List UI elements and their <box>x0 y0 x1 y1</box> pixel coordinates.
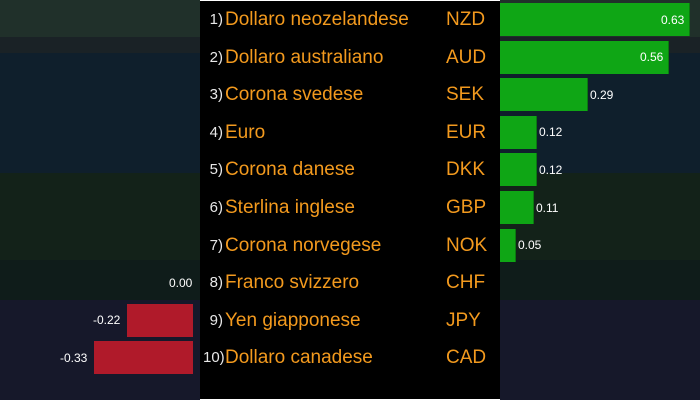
currency-code: NZD <box>446 9 486 30</box>
value-label: 0.12 <box>539 125 563 140</box>
value-label: 0.11 <box>536 200 559 215</box>
rank-label: 1) <box>209 11 223 28</box>
rank-label: 5) <box>209 161 223 179</box>
panel-band <box>500 300 700 400</box>
currency-name: Euro <box>225 121 266 143</box>
currency-row: 10) Dollaro canadese CAD <box>0 339 500 376</box>
currency-row: 6) Sterlina inglese GBP <box>0 189 500 226</box>
currency-name: Yen giapponese <box>225 309 361 331</box>
currency-row: 9) Yen giapponese JPY <box>0 302 500 339</box>
currency-row: 1) Dollaro neozelandese NZD <box>0 1 500 38</box>
rank-label: 7) <box>209 236 223 254</box>
value-label: -0.33 <box>60 350 88 365</box>
panel-band <box>0 0 200 37</box>
currency-name: Dollaro neozelandese <box>225 9 409 30</box>
currency-code: EUR <box>446 121 487 143</box>
rank-label: 8) <box>209 274 223 292</box>
negative-bars-panel <box>0 0 200 400</box>
currency-row: 3) Corona svedese SEK <box>0 76 500 113</box>
rank-label: 9) <box>209 311 223 329</box>
currency-code: JPY <box>446 309 481 331</box>
currency-row: 8) Franco svizzero CHF <box>0 264 500 301</box>
currency-name: Franco svizzero <box>225 272 360 294</box>
value-label: 0.29 <box>590 87 614 102</box>
value-label: 0.05 <box>518 238 542 253</box>
currency-code: GBP <box>446 197 487 218</box>
value-label: 0.12 <box>539 162 563 177</box>
currency-name: Corona norvegese <box>225 234 382 256</box>
currency-code: DKK <box>446 159 486 181</box>
currency-name: Sterlina inglese <box>225 197 355 218</box>
currency-code: CHF <box>446 272 486 294</box>
rank-label: 10) <box>203 349 225 367</box>
value-label: 0.63 <box>661 12 685 27</box>
rank-label: 4) <box>209 123 223 141</box>
bar-dkk <box>500 153 537 187</box>
bar-aud <box>500 40 669 74</box>
currency-name: Corona svedese <box>225 84 364 106</box>
currency-row: 5) Corona danese DKK <box>0 151 500 188</box>
currency-name: Dollaro australiano <box>225 46 384 68</box>
currency-code: CAD <box>446 347 487 369</box>
currency-row: 2) Dollaro australiano AUD <box>0 39 500 76</box>
rank-label: 2) <box>209 48 223 66</box>
bar-jpy <box>127 303 193 337</box>
bar-gbp <box>500 191 534 224</box>
currency-row: 4) Euro EUR <box>0 114 500 151</box>
bar-cad <box>94 341 193 375</box>
rank-label: 3) <box>209 86 223 104</box>
currency-name: Dollaro canadese <box>225 347 373 369</box>
panel-band <box>0 53 200 173</box>
panel-band <box>0 260 200 300</box>
value-label: -0.22 <box>93 313 121 328</box>
currency-code: SEK <box>446 84 485 106</box>
panel-band <box>0 37 200 53</box>
panel-band <box>500 260 700 300</box>
bar-sek <box>500 78 588 112</box>
panel-band <box>0 173 200 260</box>
value-label: 0.56 <box>640 50 664 65</box>
currency-code: NOK <box>446 234 488 256</box>
bar-nzd <box>500 3 690 36</box>
currency-row: 7) Corona norvegese NOK <box>0 227 500 264</box>
currency-code: AUD <box>446 46 487 68</box>
rank-label: 6) <box>209 199 223 216</box>
bar-nok <box>500 228 516 262</box>
bar-eur <box>500 115 537 149</box>
value-label: 0.00 <box>169 275 193 290</box>
currency-name: Corona danese <box>225 159 355 181</box>
